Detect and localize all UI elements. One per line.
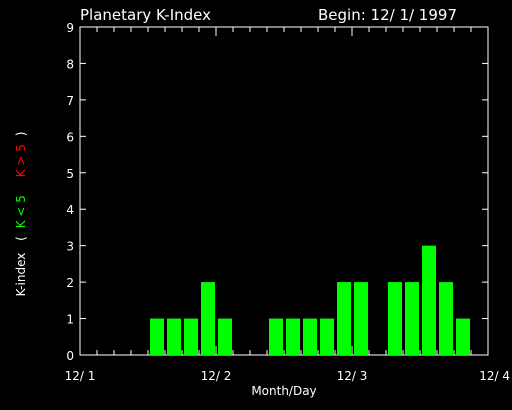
y-tick-label-7: 7 (66, 94, 74, 108)
bar-16 (354, 282, 368, 355)
x-tick-label-3: 12/ 4 (479, 369, 510, 383)
bar-18 (388, 282, 402, 355)
x-axis-label: Month/Day (251, 384, 316, 398)
bars-group (150, 245, 470, 355)
y-tick-label-6: 6 (66, 130, 74, 144)
y-tick-label-9: 9 (66, 21, 74, 35)
bar-7 (201, 282, 215, 355)
x-axis-ticks: 12/ 1 12/ 2 12/ 3 12/ 4 (65, 27, 510, 383)
x-tick-label-1: 12/ 2 (201, 369, 232, 383)
y-tick-label-0: 0 (66, 349, 74, 363)
bar-14 (320, 318, 334, 355)
y-axis-label: K-index ( K < 5 K > 5 ) (14, 132, 28, 297)
x-tick-label-0: 12/ 1 (65, 369, 96, 383)
bar-12 (286, 318, 300, 355)
bar-20 (422, 245, 436, 355)
chart-title: Planetary K-Index (80, 6, 211, 24)
bar-11 (269, 318, 283, 355)
bar-8 (218, 318, 232, 355)
y-axis-label-prefix: K-index (14, 253, 28, 297)
y-axis-label-high: K > 5 (14, 144, 28, 177)
y-tick-label-2: 2 (66, 276, 74, 290)
y-tick-label-3: 3 (66, 240, 74, 254)
bar-21 (439, 282, 453, 355)
x-tick-label-2: 12/ 3 (337, 369, 368, 383)
y-axis-label-low: K < 5 (14, 195, 28, 228)
begin-date-label: Begin: 12/ 1/ 1997 (318, 6, 457, 24)
bar-19 (405, 282, 419, 355)
y-tick-label-4: 4 (66, 203, 74, 217)
bar-5 (167, 318, 181, 355)
y-axis-label-open-paren: ( (14, 236, 28, 241)
y-axis-label-close-paren: ) (14, 132, 28, 137)
bar-22 (456, 318, 470, 355)
y-tick-label-1: 1 (66, 313, 74, 327)
y-axis-ticks: 0 1 2 3 4 5 6 7 8 9 (66, 21, 488, 363)
bar-15 (337, 282, 351, 355)
bar-6 (184, 318, 198, 355)
bar-4 (150, 318, 164, 355)
bar-13 (303, 318, 317, 355)
y-tick-label-5: 5 (66, 167, 74, 181)
y-tick-label-8: 8 (66, 57, 74, 71)
